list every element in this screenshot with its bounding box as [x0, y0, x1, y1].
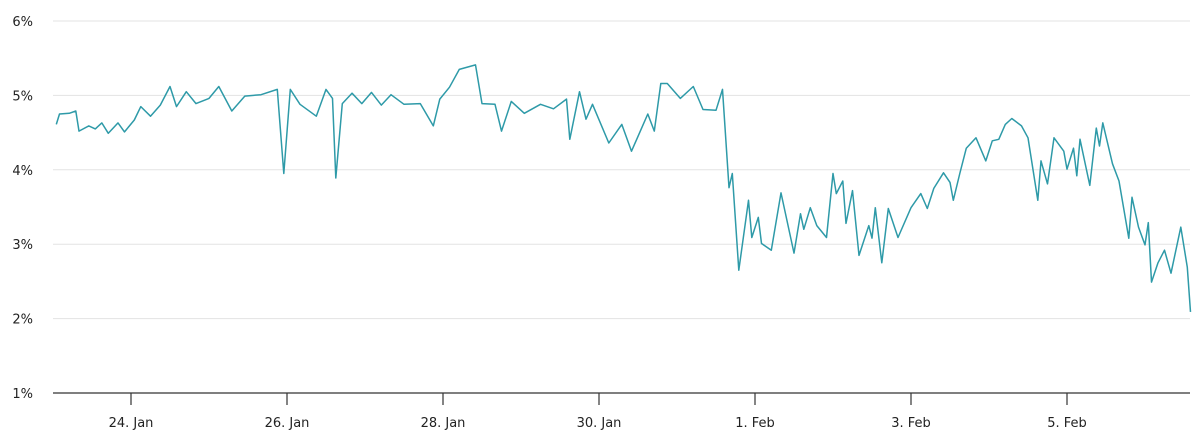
x-tick-label: 30. Jan	[577, 416, 622, 431]
gridlines	[53, 20, 1190, 320]
y-tick-label: 4%	[12, 164, 33, 179]
x-tick-label: 5. Feb	[1047, 416, 1087, 431]
series-line	[55, 64, 1192, 312]
x-tick-label: 26. Jan	[265, 416, 310, 431]
y-tick-label: 2%	[12, 313, 33, 328]
y-tick-label: 5%	[12, 89, 33, 104]
x-tick-label: 24. Jan	[109, 416, 154, 431]
y-tick-label: 3%	[12, 238, 33, 253]
x-tick-label: 3. Feb	[891, 416, 931, 431]
y-axis: 1% 2% 3% 4% 5% 6%	[12, 15, 33, 402]
x-tick-label: 1. Feb	[735, 416, 775, 431]
x-axis: 24. Jan 26. Jan 28. Jan 30. Jan 1. Feb 3. Feb…	[53, 392, 1190, 431]
x-tick-label: 28. Jan	[421, 416, 466, 431]
y-tick-label: 6%	[12, 15, 33, 30]
y-tick-label: 1%	[12, 387, 33, 402]
